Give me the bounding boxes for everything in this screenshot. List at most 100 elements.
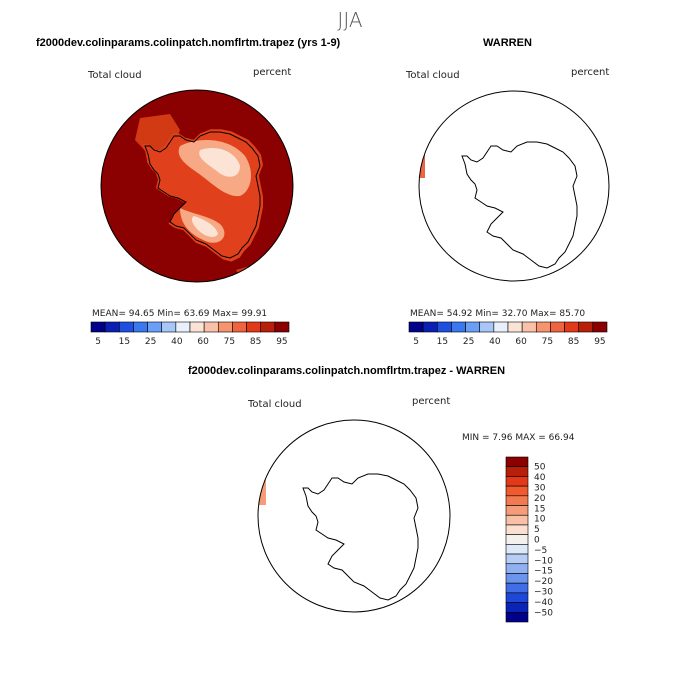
obs-stats: MEAN= 54.92 Min= 32.70 Max= 85.70 [410, 309, 586, 319]
colorbar-tick-label: 25 [145, 337, 156, 347]
diff-map-border [257, 419, 451, 613]
colorbar-swatch [505, 476, 529, 487]
colorbar-tick-label: 85 [250, 337, 261, 347]
colorbar-tick-label: 60 [197, 337, 209, 347]
diff-panel-title: f2000dev.colinparams.colinpatch.nomflrtm… [188, 365, 506, 377]
colorbar-swatch [505, 611, 529, 623]
colorbar-swatch [104, 321, 120, 333]
colorbar-tick-label: −30 [534, 587, 553, 597]
colorbar-tick-label: 40 [171, 337, 183, 347]
diff-units-label: percent [412, 396, 451, 407]
colorbar-swatch [161, 321, 177, 333]
colorbar-swatch [505, 573, 529, 584]
colorbar-swatch [521, 321, 537, 333]
colorbar-swatch [505, 602, 529, 613]
colorbar-tick-label: −15 [534, 567, 553, 577]
colorbar-tick-label: 40 [489, 337, 501, 347]
colorbar-tick-label: −40 [534, 598, 553, 608]
colorbar-swatch [505, 485, 529, 497]
colorbar-swatch [217, 321, 233, 333]
colorbar-swatch [189, 321, 205, 333]
colorbar-tick-label: 15 [119, 337, 130, 347]
colorbar-swatch [505, 505, 529, 516]
colorbar-swatch [90, 321, 106, 333]
obs-colorbar: 5 15 25 40 60 75 85 95 [408, 321, 608, 347]
colorbar-swatch [505, 582, 529, 594]
model-map-border [100, 89, 294, 283]
colorbar-swatch [505, 553, 529, 565]
colorbar-swatch [505, 534, 529, 545]
colorbar-tick-label: 10 [534, 515, 546, 525]
colorbar-swatch [118, 321, 134, 333]
colorbar-tick-label: 20 [534, 494, 546, 504]
colorbar-swatch [274, 321, 290, 333]
obs-map-border [418, 90, 610, 282]
model-units-label: percent [253, 67, 292, 78]
colorbar-swatch [505, 495, 529, 506]
colorbar-swatch [535, 321, 551, 333]
colorbar-tick-label: 75 [542, 337, 553, 347]
colorbar-swatch [133, 321, 148, 333]
colorbar-swatch [147, 321, 163, 333]
colorbar-tick-label: −5 [534, 546, 547, 556]
colorbar-swatch [564, 321, 580, 333]
colorbar-swatch [505, 592, 529, 603]
colorbar-swatch [232, 321, 247, 333]
colorbar-tick-label: −20 [534, 577, 553, 587]
colorbar-swatch [550, 321, 565, 333]
colorbar-tick-label: 60 [515, 337, 527, 347]
model-stats: MEAN= 94.65 Min= 63.69 Max= 99.91 [92, 309, 268, 319]
colorbar-swatch [260, 321, 276, 333]
colorbar-tick-label: 15 [534, 504, 545, 514]
colorbar-swatch [175, 321, 191, 333]
colorbar-tick-label: 25 [463, 337, 474, 347]
colorbar-tick-label: 85 [568, 337, 579, 347]
colorbar-tick-label: 40 [534, 473, 546, 483]
colorbar-tick-label: 95 [594, 337, 605, 347]
colorbar-swatch [505, 563, 529, 574]
colorbar-swatch [505, 524, 529, 535]
colorbar-tick-label: 0 [534, 536, 540, 546]
colorbar-swatch [451, 321, 466, 333]
colorbar-swatch [505, 466, 529, 477]
colorbar-tick-label: 5 [95, 337, 101, 347]
colorbar-swatch [436, 321, 452, 333]
colorbar-swatch [422, 321, 438, 333]
colorbar-swatch [493, 321, 509, 333]
diff-map [257, 419, 451, 613]
model-map [100, 89, 294, 283]
colorbar-tick-label: 30 [534, 484, 546, 494]
colorbar-swatch [246, 321, 262, 333]
colorbar-tick-label: 15 [437, 337, 448, 347]
diff-field-label: Total cloud [248, 399, 302, 410]
obs-map [418, 90, 610, 282]
colorbar-swatch [465, 321, 481, 333]
model-panel-title: f2000dev.colinparams.colinpatch.nomflrtm… [36, 37, 341, 49]
colorbar-tick-label: 95 [276, 337, 287, 347]
colorbar-swatch [505, 456, 529, 468]
colorbar-swatch [479, 321, 495, 333]
colorbar-swatch [505, 514, 529, 526]
colorbar-swatch [408, 321, 424, 333]
colorbar-swatch [592, 321, 608, 333]
colorbar-swatch [203, 321, 219, 333]
diff-cloud-patch [258, 475, 266, 505]
model-colorbar: 5 15 25 40 60 75 85 95 [90, 321, 290, 347]
obs-field-label: Total cloud [406, 70, 460, 81]
colorbar-tick-label: 50 [534, 463, 546, 473]
colorbar-swatch [578, 321, 594, 333]
colorbar-tick-label: 5 [413, 337, 419, 347]
colorbar-swatch [505, 544, 529, 555]
diff-stats: MIN = 7.96 MAX = 66.94 [462, 433, 575, 443]
colorbar-tick-label: −10 [534, 556, 553, 566]
colorbar-swatch [507, 321, 523, 333]
figure-suptitle: JJA [337, 8, 363, 32]
model-field-label: Total cloud [88, 70, 142, 81]
obs-units-label: percent [571, 67, 610, 78]
colorbar-tick-label: 75 [224, 337, 235, 347]
obs-panel-title: WARREN [483, 37, 532, 49]
colorbar-tick-label: −50 [534, 608, 553, 618]
obs-cloud-patch [419, 140, 425, 178]
